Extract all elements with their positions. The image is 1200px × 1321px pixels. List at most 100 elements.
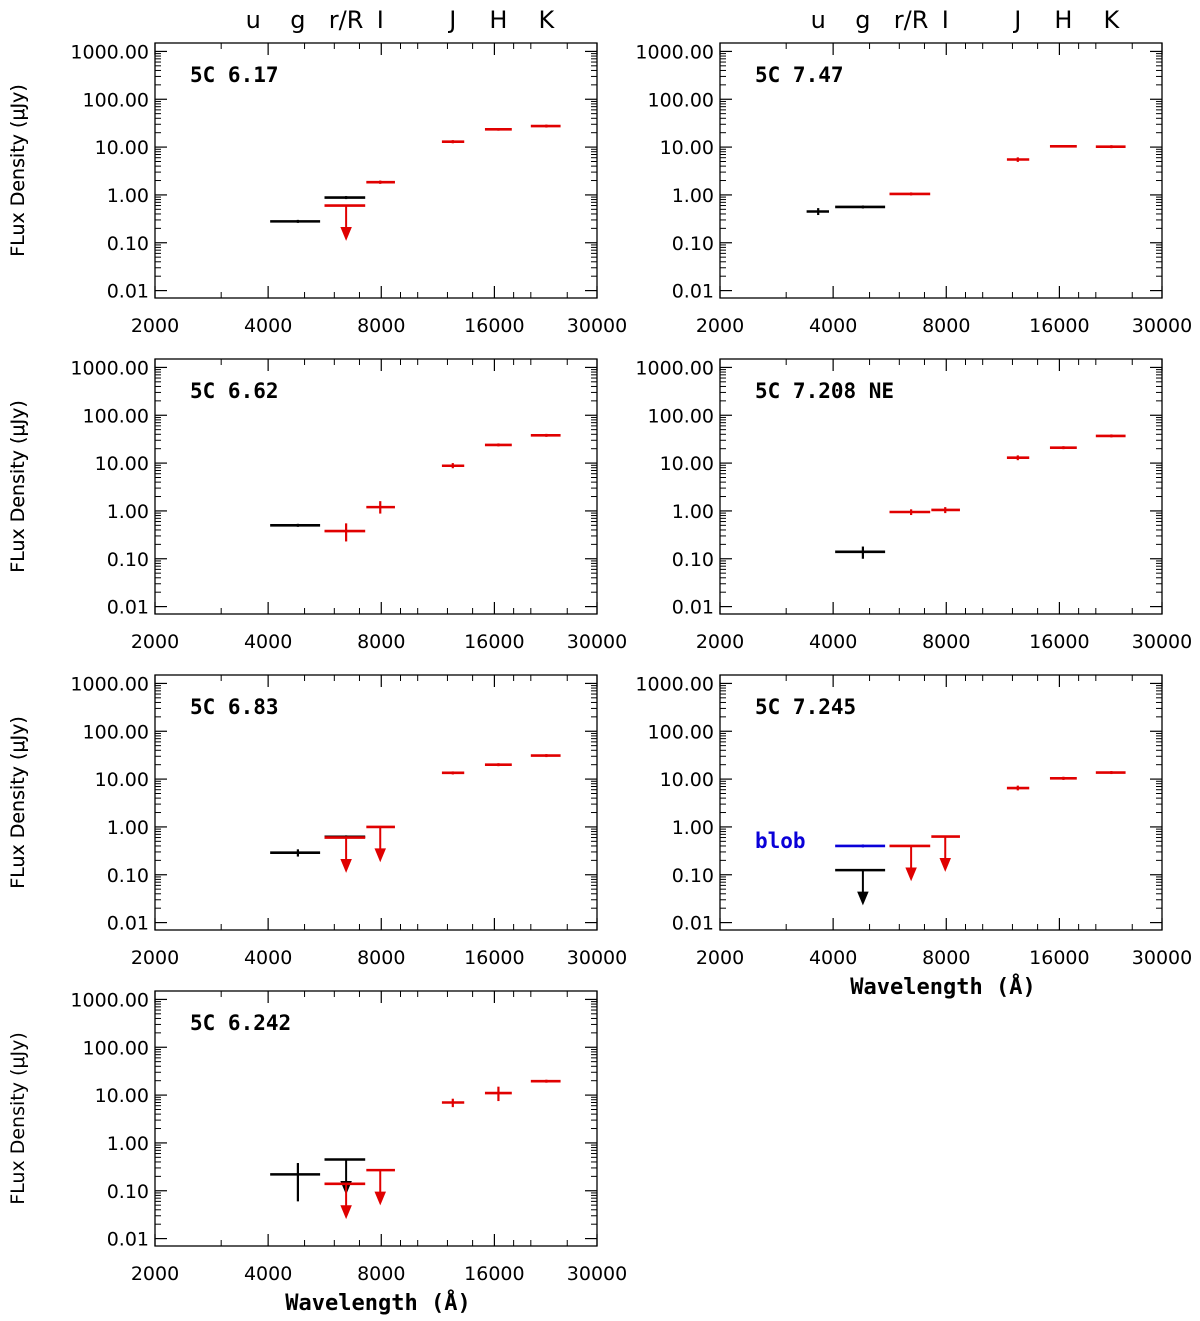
- flux-point: [1095, 434, 1126, 438]
- y-tick-label: 1.00: [107, 1133, 149, 1155]
- limit-arrow-head: [340, 859, 352, 873]
- y-tick-label: 1.00: [107, 185, 149, 207]
- flux-point: [1006, 157, 1030, 162]
- x-tick-label: 4000: [809, 315, 857, 337]
- flux-point: [441, 140, 465, 144]
- band-label: g: [290, 6, 305, 34]
- flux-point: [270, 219, 321, 223]
- y-tick-label: 1000.00: [70, 673, 149, 695]
- flux-point: [889, 192, 931, 196]
- sed-panel: 0.01 0.10 1.00 10.00 100.00 1000.00 2000 4000 80…: [7, 357, 1192, 653]
- x-tick-label: 2000: [131, 947, 179, 969]
- x-tick-label: 30000: [1132, 631, 1192, 653]
- upper-limit-point: [366, 1168, 395, 1206]
- band-label: r/R: [329, 6, 364, 34]
- x-tick-label: 2000: [131, 631, 179, 653]
- y-tick-label: 0.10: [107, 1181, 149, 1203]
- sed-panel: 0.01 0.10 1.00 10.00 100.00 1000.00 2000 4000 80…: [7, 41, 1192, 337]
- flux-point: [835, 205, 886, 209]
- band-label: H: [1054, 6, 1072, 34]
- flux-point: [270, 1163, 321, 1202]
- flux-point: [324, 523, 366, 542]
- y-tick-label: 1.00: [672, 817, 714, 839]
- x-tick-label: 2000: [131, 315, 179, 337]
- y-tick-label: 10.00: [95, 453, 149, 475]
- y-tick-label: 1.00: [672, 185, 714, 207]
- flux-point: [889, 509, 931, 516]
- x-tick-label: 2000: [696, 631, 744, 653]
- y-tick-label: 0.10: [107, 865, 149, 887]
- y-tick-label: 0.10: [107, 549, 149, 571]
- band-label: J: [447, 6, 456, 34]
- upper-limit-point: [324, 1158, 366, 1195]
- flux-point: [835, 546, 886, 559]
- x-tick-label: 4000: [244, 315, 292, 337]
- flux-point: [835, 844, 886, 848]
- limit-arrow-head: [374, 1191, 386, 1206]
- x-tick-label: 8000: [357, 315, 405, 337]
- y-tick-label: 1000.00: [70, 41, 149, 63]
- y-tick-label: 100.00: [83, 721, 149, 743]
- panel-title: 5C 7.245: [755, 695, 856, 719]
- x-tick-label: 16000: [464, 1263, 524, 1285]
- band-label: K: [1104, 6, 1121, 34]
- y-tick-label: 100.00: [648, 405, 714, 427]
- flux-point: [324, 196, 366, 200]
- band-label: u: [246, 6, 261, 34]
- y-axis-label: FLux Density (μJy): [7, 716, 29, 889]
- flux-point: [530, 433, 561, 437]
- limit-arrow-head: [340, 227, 352, 241]
- panel-frame: [154, 990, 598, 1247]
- y-axis-label: FLux Density (μJy): [7, 400, 29, 573]
- band-label: K: [539, 6, 556, 34]
- flux-point: [806, 208, 830, 216]
- upper-limit-point: [366, 825, 395, 863]
- panel-title: 5C 6.17: [190, 63, 279, 87]
- flux-point: [530, 754, 561, 758]
- y-tick-label: 100.00: [83, 89, 149, 111]
- y-tick-label: 10.00: [660, 137, 714, 159]
- x-tick-label: 8000: [922, 631, 970, 653]
- x-tick-label: 4000: [244, 631, 292, 653]
- sed-panel: 0.01 0.10 1.00 10.00 100.00 1000.00 2000 4000 80…: [7, 357, 627, 653]
- upper-limit-point: [889, 844, 931, 882]
- panel-title: 5C 7.47: [755, 63, 844, 87]
- x-tick-label: 16000: [1029, 947, 1089, 969]
- x-tick-label: 30000: [567, 315, 627, 337]
- x-tick-label: 16000: [464, 631, 524, 653]
- y-tick-label: 0.10: [672, 233, 714, 255]
- band-label: g: [855, 6, 870, 34]
- panel-frame: [719, 674, 1163, 931]
- sed-panel: 0.01 0.10 1.00 10.00 100.00 1000.00 2000 4000 80…: [7, 673, 627, 969]
- x-axis-label: Wavelength (Å): [285, 1290, 470, 1316]
- y-tick-label: 100.00: [83, 1037, 149, 1059]
- y-axis-label: FLux Density (μJy): [7, 84, 29, 257]
- panel-title: 5C 7.208 NE: [755, 379, 894, 403]
- limit-arrow-head: [374, 848, 386, 863]
- x-tick-label: 8000: [357, 1263, 405, 1285]
- flux-point: [366, 180, 395, 184]
- panel-title: 5C 6.242: [190, 1011, 291, 1035]
- y-tick-label: 0.01: [107, 597, 149, 619]
- y-tick-label: 1.00: [107, 817, 149, 839]
- y-tick-label: 0.01: [672, 913, 714, 935]
- y-tick-label: 0.10: [672, 549, 714, 571]
- band-label: H: [489, 6, 507, 34]
- x-tick-label: 30000: [567, 1263, 627, 1285]
- x-tick-label: 4000: [244, 1263, 292, 1285]
- upper-limit-point: [324, 1182, 366, 1220]
- flux-point: [1006, 455, 1030, 461]
- blob-annotation: blob: [755, 829, 806, 853]
- x-tick-label: 2000: [131, 1263, 179, 1285]
- band-label: u: [811, 6, 826, 34]
- flux-point: [530, 124, 561, 128]
- y-tick-label: 10.00: [95, 769, 149, 791]
- flux-point: [441, 771, 465, 775]
- flux-point: [1095, 771, 1126, 775]
- y-tick-label: 10.00: [660, 453, 714, 475]
- flux-point: [1049, 776, 1077, 780]
- x-tick-label: 8000: [357, 947, 405, 969]
- y-axis-label: FLux Density (μJy): [7, 1032, 29, 1205]
- y-tick-label: 1000.00: [635, 357, 714, 379]
